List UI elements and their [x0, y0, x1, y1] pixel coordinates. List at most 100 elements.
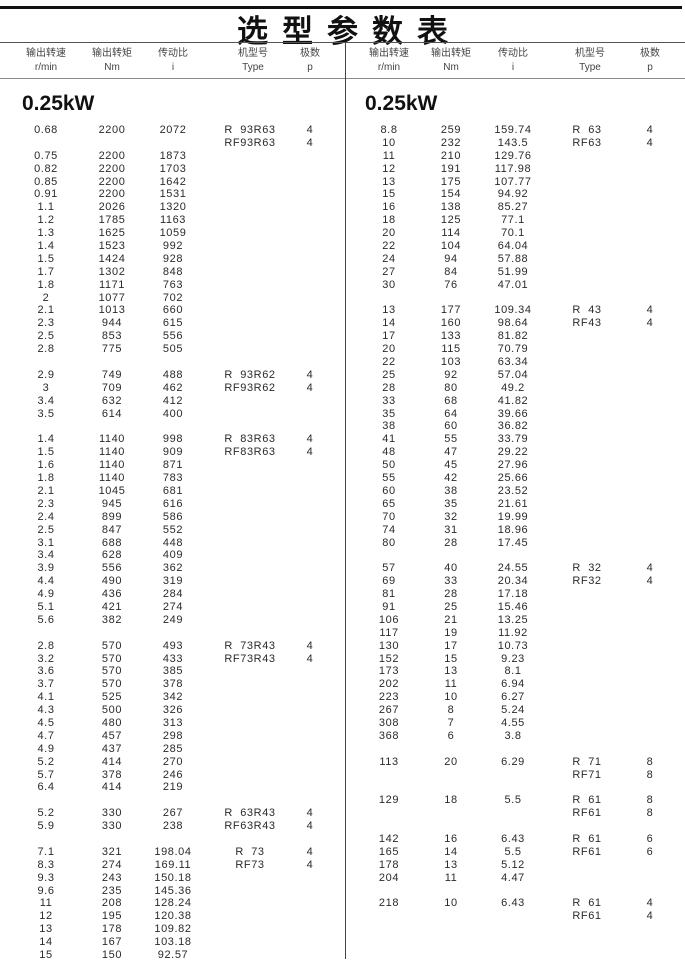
table-row: 4.4 490 319	[0, 575, 340, 588]
table-row: 2.5 847 552	[0, 524, 340, 537]
table-row: 28 80 49.2	[345, 382, 685, 395]
table-row: 1.3 1625 1059	[0, 227, 340, 240]
type-cell: R 61	[572, 794, 602, 807]
ratio-cell: 493	[162, 639, 184, 652]
poles-cell: 4	[306, 858, 314, 871]
torque-cell: 11	[444, 678, 458, 691]
torque-cell: 2200	[98, 162, 126, 175]
speed-cell: 2.3	[37, 317, 55, 330]
header-type-unit: Type	[579, 62, 601, 73]
ratio-cell: 681	[162, 484, 184, 497]
ratio-cell: 103.18	[154, 936, 192, 949]
speed-cell: 5.7	[37, 768, 55, 781]
torque-cell: 178	[101, 923, 123, 936]
header-ratio-cn: 传动比	[498, 48, 528, 59]
table-row: 22 103 63.34	[345, 356, 685, 369]
table-row: 5.2 330 267 R 63R43 4	[0, 807, 340, 820]
table-row: 173 13 8.1	[345, 665, 685, 678]
ratio-cell: 992	[162, 240, 184, 253]
table-row: 2.5 853 556	[0, 330, 340, 343]
table-row: 33 68 41.82	[345, 395, 685, 408]
table-row: 60 38 23.52	[345, 485, 685, 498]
torque-cell: 133	[440, 330, 462, 343]
torque-cell: 330	[101, 807, 123, 820]
torque-cell: 2200	[98, 188, 126, 201]
ratio-cell: 284	[162, 588, 184, 601]
right-table: 输出转速 r/min 输出转矩 Nm 传动比 i 机型号 Type 极数 p 0.25kW…	[345, 42, 685, 959]
torque-cell: 378	[101, 768, 123, 781]
torque-cell: 1625	[98, 227, 126, 240]
table-row: 30 76 47.01	[345, 279, 685, 292]
table-row: 113 20 6.29 R 71 8	[345, 756, 685, 769]
ratio-cell: 6.27	[501, 691, 525, 704]
speed-cell: 2	[42, 291, 50, 304]
ratio-cell: 378	[162, 678, 184, 691]
poles-cell: 4	[646, 910, 654, 923]
speed-cell: 4.9	[37, 742, 55, 755]
ratio-cell: 615	[162, 317, 184, 330]
ratio-cell: 117.98	[494, 162, 532, 175]
ratio-cell: 313	[162, 716, 184, 729]
table-row: 1.5 1424 928	[0, 253, 340, 266]
table-row: 1.4 1523 992	[0, 240, 340, 253]
table-group: 13 177 109.34 R 43 4 14 160 98.64 RF43 4 17 133 81.8…	[345, 304, 685, 549]
ratio-cell: 29.22	[497, 446, 529, 459]
speed-cell: 0.91	[34, 188, 58, 201]
table-group: 218 10 6.43 R 61 4 RF61 4	[345, 897, 685, 923]
table-group: 0.68 2200 2072 R 93R63 4 RF93R63 4 0.75 2200 1873…	[0, 124, 340, 356]
speed-cell: 14	[39, 936, 53, 949]
header-ratio-unit: i	[171, 62, 175, 73]
ratio-cell: 660	[162, 304, 184, 317]
torque-cell: 125	[440, 214, 462, 227]
ratio-cell: 6.94	[501, 678, 525, 691]
type-cell: R 63R43	[224, 807, 276, 820]
torque-cell: 16	[444, 832, 458, 845]
table-row: RF71 8	[345, 769, 685, 782]
speed-cell: 267	[378, 704, 400, 717]
torque-cell: 210	[440, 149, 462, 162]
torque-cell: 1785	[98, 214, 126, 227]
header-bottom-rule	[0, 78, 685, 79]
table-row: 106 21 13.25	[345, 614, 685, 627]
table-row: 35 64 39.66	[345, 408, 685, 421]
torque-cell: 80	[444, 381, 458, 394]
speed-cell: 13	[39, 923, 53, 936]
table-row: 4.1 525 342	[0, 691, 340, 704]
header-poles: 极数 p	[295, 47, 325, 75]
ratio-cell: 41.82	[497, 394, 529, 407]
torque-cell: 32	[444, 510, 458, 523]
table-row: 0.82 2200 1703	[0, 163, 340, 176]
header-ratio: 传动比 i	[143, 47, 203, 75]
speed-cell: 152	[378, 652, 400, 665]
ratio-cell: 616	[162, 497, 184, 510]
table-row: 267 8 5.24	[345, 704, 685, 717]
speed-cell: 27	[382, 265, 396, 278]
table-row: 3.4 628 409	[0, 549, 340, 562]
table-row: 1.8 1140 783	[0, 472, 340, 485]
type-cell: R 43	[572, 304, 602, 317]
header-type-unit: Type	[242, 62, 264, 73]
power-rating: 0.25kW	[365, 92, 438, 115]
torque-cell: 33	[444, 575, 458, 588]
torque-cell: 1077	[98, 291, 126, 304]
table-row: 12 191 117.98	[345, 163, 685, 176]
torque-cell: 1045	[98, 484, 126, 497]
ratio-cell: 49.2	[501, 381, 525, 394]
table-row: 11 210 129.76	[345, 150, 685, 163]
poles-cell: 4	[646, 897, 654, 910]
left-table-body: 0.68 2200 2072 R 93R63 4 RF93R63 4 0.75 2200 1873…	[0, 124, 340, 975]
table-row: 12 195 120.38	[0, 910, 340, 923]
speed-cell: 11	[39, 897, 53, 910]
torque-cell: 6	[447, 729, 455, 742]
speed-cell: 33	[382, 394, 396, 407]
type-cell: RF32	[572, 575, 602, 588]
torque-cell: 45	[444, 459, 458, 472]
speed-cell: 4.1	[37, 691, 55, 704]
speed-cell: 3.5	[37, 407, 55, 420]
ratio-cell: 19.99	[497, 510, 529, 523]
speed-cell: 13	[382, 175, 396, 188]
page-title: 选型参数表	[237, 14, 462, 50]
table-row: 2 1077 702	[0, 292, 340, 305]
table-row: 1.5 1140 909 RF83R63 4	[0, 446, 340, 459]
ratio-cell: 6.43	[501, 897, 525, 910]
